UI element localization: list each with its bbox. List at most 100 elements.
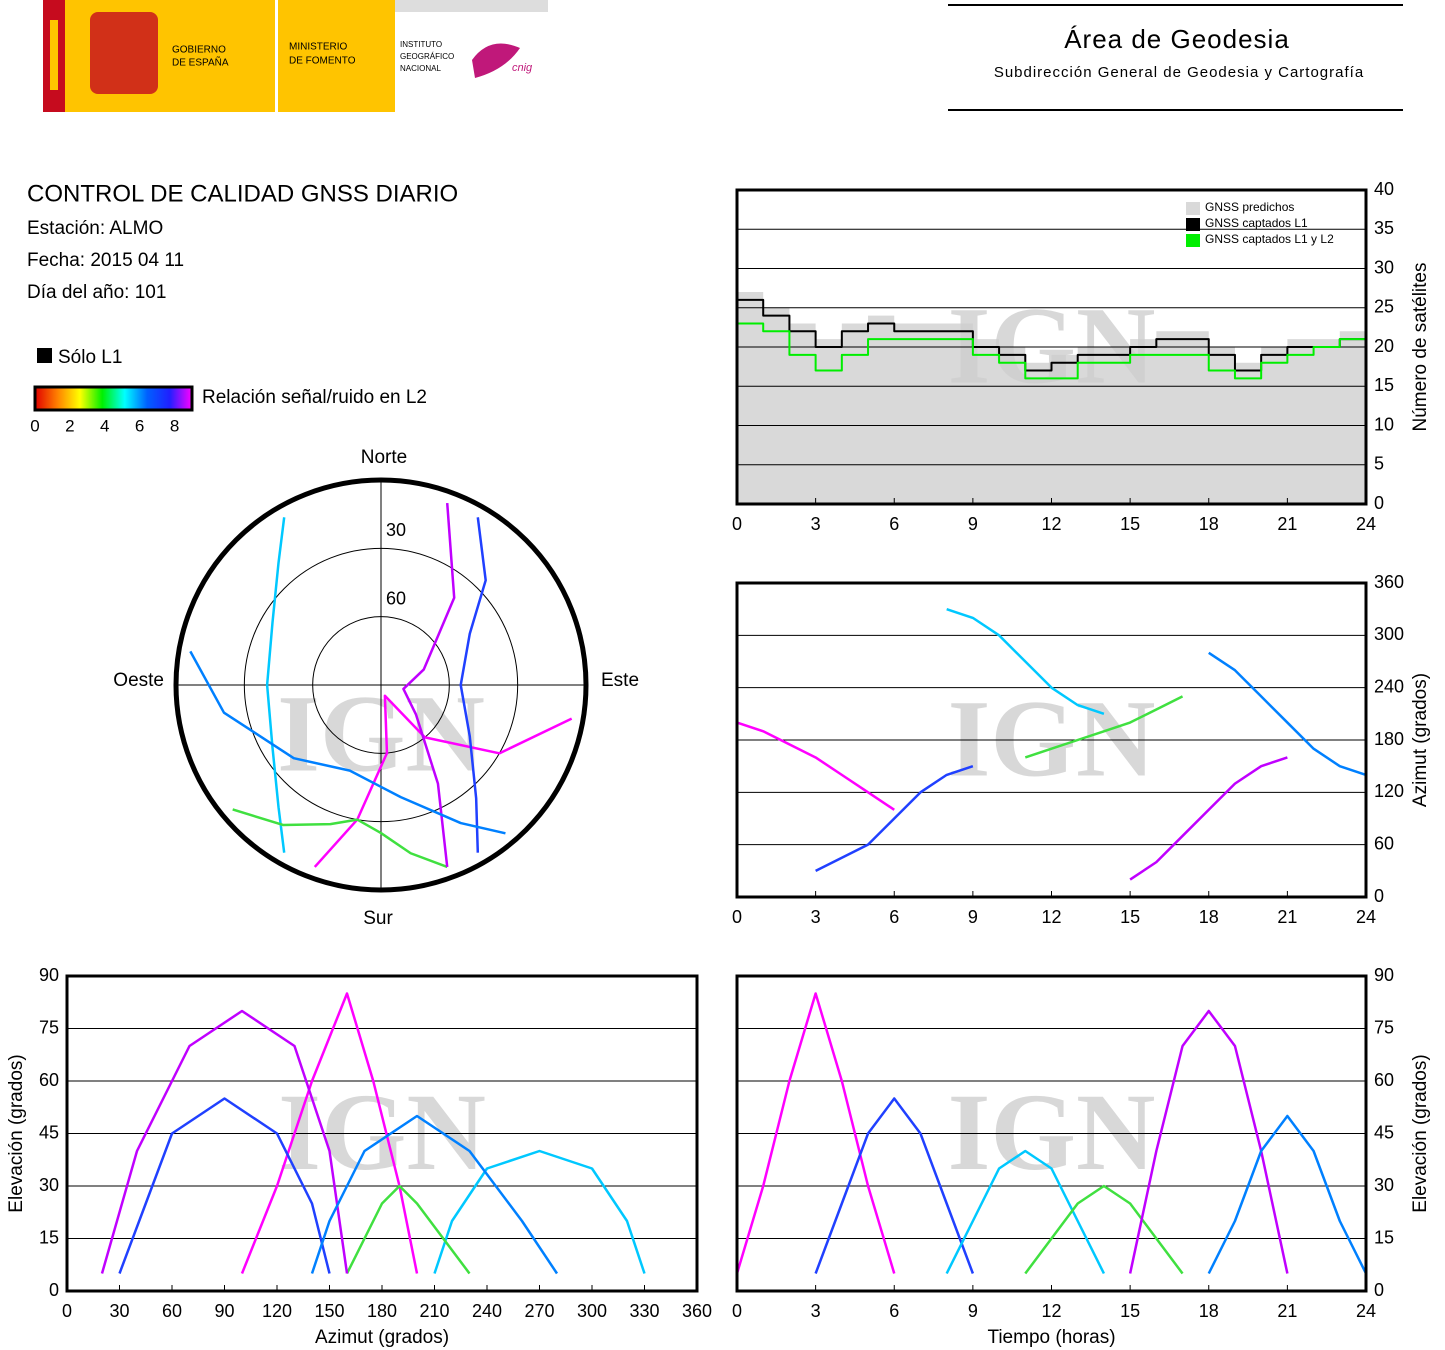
series-line [1208,651,1367,777]
ign-bar [395,0,548,12]
x-tick-label: 0 [62,1301,72,1321]
direction-label: Oeste [113,670,164,691]
x-tick-label: 21 [1277,514,1297,534]
logo-text: cnig [512,62,533,74]
y-tick-label: 60 [39,1070,59,1090]
legend-swatch [1186,218,1200,231]
series-line [946,607,1105,716]
series-line [737,322,1367,380]
series-line [345,1184,471,1275]
x-tick-label: 24 [1356,514,1376,534]
series-line [945,1149,1106,1275]
series-line [1207,1114,1368,1275]
y-tick-label: 0 [1374,493,1384,513]
x-tick-label: 9 [968,1301,978,1321]
direction-label: Norte [361,447,407,468]
series-line [433,1149,646,1274]
x-axis-label: Azimut (grados) [315,1327,449,1348]
direction-label: Este [601,670,639,691]
series-line [1024,1184,1184,1275]
y-tick-label: 0 [1374,886,1384,906]
y-tick-label: 180 [1374,729,1404,749]
logo-text: INSTITUTO [400,40,442,49]
coat-of-arms [90,12,158,94]
y-tick-label: 45 [1374,1122,1394,1142]
x-tick-label: 12 [1041,907,1061,927]
x-tick-label: 270 [524,1301,554,1321]
watermark: IGN [948,1071,1156,1193]
y-tick-label: 75 [39,1017,59,1037]
logo-text: DE ESPAÑA [172,56,229,69]
y-axis-label: Elevación (grados) [1410,1054,1431,1212]
series-line [814,1097,975,1274]
x-tick-label: 0 [732,1301,742,1321]
sky-track [402,502,456,868]
sky-track [265,517,286,853]
x-tick-label: 0 [732,907,742,927]
area-subtitle: Subdirección General de Geodesia y Carto… [994,64,1364,81]
y-tick-label: 35 [1374,218,1394,238]
y-tick-label: 0 [1374,1280,1384,1300]
sky-track [459,517,487,853]
y-tick-label: 90 [1374,965,1394,985]
series-line [735,992,896,1274]
logo-text: MINISTERIO [289,42,348,53]
y-tick-label: 60 [1374,833,1394,853]
y-tick-label: 15 [1374,1227,1394,1247]
x-tick-label: 21 [1277,907,1297,927]
x-tick-label: 6 [889,1301,899,1321]
colorbar-tick-label: 4 [100,416,109,435]
y-tick-label: 40 [1374,179,1394,199]
x-tick-label: 330 [629,1301,659,1321]
plot-border [735,188,1368,506]
cnig-logo [472,43,520,78]
y-tick-label: 20 [1374,336,1394,356]
logo-text: GOBIERNO [172,45,226,56]
legend-label: GNSS captados L1 [1205,216,1308,230]
x-tick-label: 360 [682,1301,712,1321]
sky-border [173,477,589,893]
x-tick-label: 120 [262,1301,292,1321]
series-line [100,1009,349,1274]
grid-ring [312,616,450,754]
x-tick-label: 60 [162,1301,182,1321]
x-tick-label: 3 [811,1301,821,1321]
y-tick-label: 25 [1374,297,1394,317]
x-tick-label: 3 [811,907,821,927]
report-line: Estación: ALMO [27,218,163,239]
y-tick-label: 240 [1374,676,1404,696]
colorbar-tick-label: 6 [135,416,144,435]
plot-border [735,974,1368,1293]
x-tick-label: 15 [1120,1301,1140,1321]
y-tick-label: 15 [1374,375,1394,395]
colorbar-tick-label: 0 [30,416,39,435]
watermark: IGN [948,284,1156,406]
watermark: IGN [278,1071,486,1193]
watermark: IGN [948,677,1156,799]
y-tick-label: 90 [39,965,59,985]
y-tick-label: 30 [1374,257,1394,277]
y-tick-label: 360 [1374,572,1404,592]
legend-swatch [1186,234,1200,247]
y-tick-label: 120 [1374,781,1404,801]
x-tick-label: 150 [314,1301,344,1321]
x-tick-label: 6 [889,514,899,534]
x-tick-label: 12 [1041,1301,1061,1321]
y-axis-label: Elevación (grados) [6,1054,27,1212]
series-line [118,1097,331,1274]
y-tick-label: 10 [1374,414,1394,434]
colorbar-tick-label: 2 [65,416,74,435]
y-tick-label: 300 [1374,624,1404,644]
y-tick-label: 75 [1374,1017,1394,1037]
x-tick-label: 0 [732,514,742,534]
series-line [1129,756,1288,881]
x-tick-label: 90 [214,1301,234,1321]
y-tick-label: 15 [39,1227,59,1247]
grid-ring [243,547,519,823]
series-line [1024,695,1184,759]
series-line [737,298,1367,372]
series-line [815,764,974,872]
logo-text: DE FOMENTO [289,56,356,67]
colorbar-tick-label: 8 [170,416,179,435]
